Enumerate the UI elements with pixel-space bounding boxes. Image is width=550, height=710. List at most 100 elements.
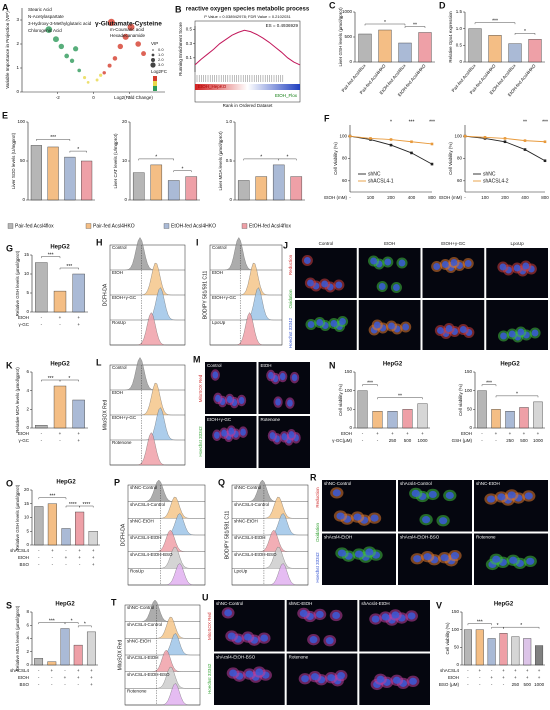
sig-bracket [36,139,71,141]
sig-label: * [84,622,86,628]
nucleus [224,609,233,617]
nucleus [522,262,530,270]
histogram [210,262,282,296]
image-label: EtOH [261,363,272,368]
nucleus [228,427,235,435]
condition-sign: + [77,431,80,436]
condition-sign: - [65,548,67,553]
sig-bracket [173,170,192,173]
x-tick-label: 200 [387,195,395,200]
condition-sign: + [538,675,541,680]
condition-sign: - [38,562,40,567]
micrograph [205,416,257,468]
image-label: shAcsl4-EtOH-BSO [400,535,440,540]
point [523,139,527,142]
image-label: LpoUp [510,241,524,246]
condition-sign: - [41,322,43,327]
sig-bracket [377,397,423,400]
condition-sign: - [38,668,40,673]
image-label: shNC-EtOH [289,601,313,606]
sig-label: *** [477,619,483,625]
bar [505,411,515,429]
nucleus [307,279,314,287]
histogram [110,382,185,416]
nucleus [445,491,454,500]
legend-label: 1.0 [158,52,164,57]
nucleus [255,668,264,676]
point [45,26,53,33]
point [99,73,103,77]
nucleus [353,513,362,521]
condition-sign: + [59,315,62,320]
y-tick-label: 6 [26,622,29,627]
image-label: shAcsl4-EtOH-BSO [216,655,256,660]
condition-label: EtOH [18,431,29,436]
channel-label: Reduction [288,254,293,275]
sig-bracket [278,158,297,161]
nucleus [316,319,324,326]
bar [357,390,368,429]
condition-sign: + [78,555,81,560]
legend-title: VIP [151,41,158,46]
micrograph [322,480,396,532]
panel-letter: F [324,113,330,123]
y-tick-label: 5 [26,290,29,295]
row-label: shNC-EtOH [130,519,154,524]
sig-bracket [495,395,539,398]
legend-marker [150,62,156,68]
legend-label: 2.0 [158,57,164,62]
y-tick-label: 8 [26,609,29,614]
y-tick-label: 6 [26,369,29,374]
row-label: EtOH [112,390,123,395]
sig-label: * [68,376,70,382]
bar [237,180,250,201]
nucleus [245,670,254,678]
point [503,137,507,140]
y-tick-label: 10 [24,271,30,276]
condition-sign: + [77,322,80,327]
point [117,43,124,50]
nucleus [373,321,381,329]
bar [387,411,398,429]
panel-letter: B [175,4,182,14]
histogram [125,683,200,706]
es-line [194,29,301,66]
bar [272,164,285,201]
sig-label: * [155,155,157,161]
chart-title: HepG2 [55,602,75,608]
y-tick-label: 0.5 [226,158,233,163]
y-tick-label: 0 [459,59,462,64]
condition-label: EtOH [448,675,459,680]
histogram [232,546,308,569]
legend-title: Log2FC [151,69,168,74]
row-label: RosUp [112,320,126,325]
nucleus [513,264,521,272]
sig-label: * [260,155,262,161]
legend-swatch [7,223,14,229]
row-label: shACSL4-EtOH [234,535,266,540]
condition-label: shACSL4 [10,548,30,553]
nucleus [269,432,276,440]
point [141,51,146,57]
nucleus [370,514,379,522]
condition-sign: - [481,431,483,436]
row-label: shACSL4-Control [234,502,269,507]
sig-bracket [514,33,536,35]
channel-label: Hoechst 33342 [315,552,320,583]
image-label: shNC-Control [324,481,351,486]
y-tick-label: 0 [26,662,29,667]
nucleus [507,491,516,499]
image-label: shNC-EtOH [476,481,500,486]
condition-sign: 500 [404,438,412,443]
y-tick-label: 10 [24,515,30,520]
row-label: RosUp [130,569,144,574]
y-tick-label: 4 [26,388,29,393]
y-tick-label: 100 [454,133,462,138]
point [543,140,547,144]
nucleus [307,321,315,328]
y-tick-label: 2 [26,407,29,412]
nucleus [450,552,460,560]
bar [150,164,163,201]
sig-label: **** [83,502,91,508]
image-label: EtOH [384,241,395,246]
